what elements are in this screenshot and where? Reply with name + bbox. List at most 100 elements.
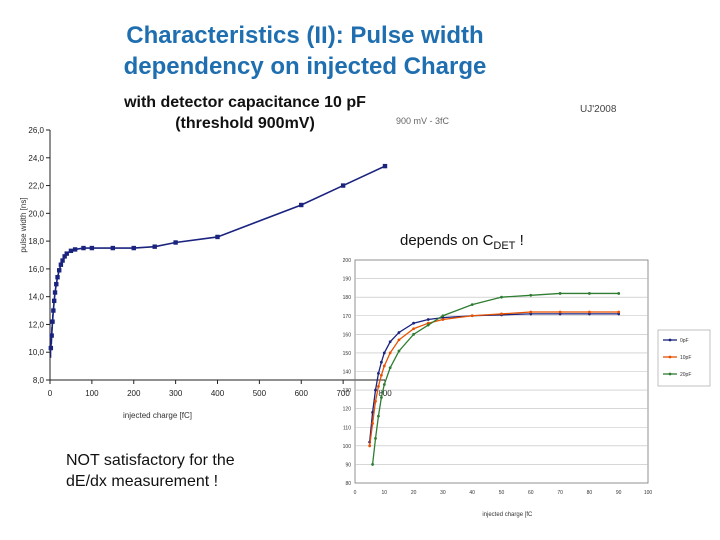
data-point xyxy=(470,314,474,318)
x-tick-label: 100 xyxy=(85,389,99,398)
series-line-10pf xyxy=(369,311,619,446)
pulse-width-chart: 8,0 10,0 12,0 14,0 16,0 18,0 20,0 22,0 24,0 26,0 0… xyxy=(19,126,392,420)
data-point xyxy=(340,183,346,188)
y-tick-label: 20,0 xyxy=(28,209,44,218)
data-point xyxy=(397,338,401,342)
data-point xyxy=(368,444,372,448)
depends-suffix: ! xyxy=(515,232,524,249)
data-point xyxy=(412,327,415,331)
data-point xyxy=(441,314,445,318)
data-point xyxy=(617,292,621,295)
y-tick-label: 180 xyxy=(343,295,352,301)
y-tick-label: 150 xyxy=(343,351,352,357)
data-point xyxy=(299,202,304,208)
legend-marker xyxy=(668,372,672,376)
data-point xyxy=(51,298,57,304)
data-point xyxy=(529,293,533,297)
slide-title: Characteristics (II): Pulse width depend… xyxy=(0,20,610,82)
y-tick-label: 80 xyxy=(345,481,351,487)
data-point xyxy=(54,281,59,287)
subtitle-line-1: with detector capacitance 10 pF xyxy=(124,94,366,111)
data-point xyxy=(374,437,377,440)
x-tick-label: 200 xyxy=(127,389,141,398)
data-point xyxy=(60,258,65,263)
reference-tag: UJ'2008 xyxy=(580,104,617,115)
data-point xyxy=(382,383,386,386)
y-tick-label: 160 xyxy=(343,332,352,338)
data-point xyxy=(379,360,383,364)
data-point xyxy=(441,318,445,321)
data-point xyxy=(379,396,383,399)
legend-box xyxy=(657,329,711,387)
x-tick-label: 80 xyxy=(587,490,593,496)
y-tick-label: 24,0 xyxy=(28,154,44,163)
x-tick-label: 800 xyxy=(378,389,392,398)
data-point xyxy=(57,268,62,273)
y-tick-label: 22,0 xyxy=(28,182,44,191)
data-point xyxy=(62,254,67,259)
data-point xyxy=(426,323,430,327)
note-line-2: dE/dx measurement ! xyxy=(66,473,219,490)
data-point xyxy=(397,349,401,353)
y-tick-label: 18,0 xyxy=(28,237,44,246)
y-tick-label: 90 xyxy=(345,462,351,468)
data-point xyxy=(470,303,474,306)
x-axis-label: injected charge [fC] xyxy=(123,411,192,420)
x-tick-label: 500 xyxy=(253,389,267,398)
data-point xyxy=(388,351,392,355)
chart-subtitle: with detector capacitance 10 pF (thresho… xyxy=(100,92,390,134)
data-point xyxy=(110,245,116,251)
legend-label: 10pF xyxy=(680,355,691,361)
x-tick-label: 50 xyxy=(499,490,505,496)
data-point xyxy=(377,371,380,375)
data-point xyxy=(64,251,69,256)
x-tick-label: 60 xyxy=(528,490,534,496)
data-point xyxy=(617,310,621,314)
threshold-snippet: 900 mV - 3fC xyxy=(396,116,450,126)
y-tick-label: 100 xyxy=(343,444,352,450)
data-point xyxy=(68,248,74,254)
y-tick-label: 26,0 xyxy=(28,126,44,135)
note-line-1: NOT satisfactory for the xyxy=(66,452,235,469)
x-tick-label: 100 xyxy=(644,490,653,496)
data-point xyxy=(426,318,430,321)
x-tick-label: 90 xyxy=(616,490,622,496)
data-point xyxy=(377,384,380,388)
depends-prefix: depends on C xyxy=(400,232,494,249)
y-tick-label: 110 xyxy=(343,425,351,431)
data-point xyxy=(500,312,503,316)
data-point xyxy=(89,245,95,251)
x-tick-label: 0 xyxy=(48,389,53,398)
data-point xyxy=(500,295,503,299)
x-tick-label: 40 xyxy=(469,490,475,496)
y-tick-label: 120 xyxy=(343,407,352,413)
data-point xyxy=(377,414,380,418)
data-point xyxy=(397,331,401,334)
data-point xyxy=(588,310,591,314)
x-tick-label: 600 xyxy=(295,389,309,398)
y-axis-label: pulse width [ns] xyxy=(19,197,28,252)
data-point xyxy=(379,373,383,377)
data-point xyxy=(382,364,386,368)
y-tick-label: 12,0 xyxy=(28,320,44,329)
legend-marker xyxy=(668,355,672,359)
x-tick-label: 0 xyxy=(354,490,357,496)
legend-label: 0pF xyxy=(680,338,689,344)
data-point xyxy=(51,308,56,313)
x-tick-label: 30 xyxy=(440,490,446,496)
depends-subscript: DET xyxy=(493,240,516,252)
data-point xyxy=(55,275,60,280)
y-tick-label: 10,0 xyxy=(28,348,44,357)
data-point xyxy=(81,245,86,251)
data-point xyxy=(371,463,374,466)
data-point xyxy=(382,163,388,169)
data-point xyxy=(412,321,415,325)
y-tick-label: 16,0 xyxy=(28,265,44,274)
data-point xyxy=(558,310,562,314)
data-point xyxy=(58,262,64,267)
data-point xyxy=(215,234,220,240)
data-point xyxy=(371,410,374,414)
y-tick-label: 190 xyxy=(343,277,352,283)
data-point xyxy=(72,247,78,252)
data-point xyxy=(152,244,157,249)
